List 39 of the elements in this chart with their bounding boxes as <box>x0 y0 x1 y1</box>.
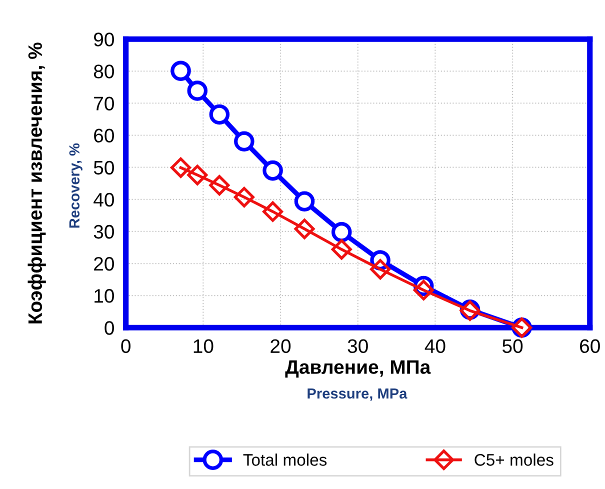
point <box>187 164 208 186</box>
y-tick-label: 60 <box>94 128 114 143</box>
y-tick-label: 10 <box>94 289 114 303</box>
x-tick-label: 40 <box>424 339 446 354</box>
y-tick-label: 70 <box>94 96 114 110</box>
text: Recovery, % <box>69 143 82 228</box>
y-tick-label: 30 <box>94 224 114 239</box>
y-tick-label: 50 <box>94 160 114 175</box>
point <box>370 259 391 280</box>
point <box>331 222 352 242</box>
point <box>331 239 352 260</box>
x-tick-label: 30 <box>348 339 368 354</box>
x-axis-title: Давление, МПа <box>285 360 431 378</box>
point <box>262 160 283 181</box>
point <box>262 201 284 222</box>
y-tick-label: 90 <box>94 32 114 46</box>
x-tick-label: 10 <box>194 339 214 354</box>
point <box>234 131 254 152</box>
y-tick-label: 80 <box>94 64 114 78</box>
legend-label: Total moles <box>243 454 327 466</box>
point <box>413 280 434 300</box>
y-tick-label: 40 <box>94 192 114 207</box>
point <box>170 60 191 81</box>
point <box>209 104 230 125</box>
point <box>294 191 315 212</box>
text: Pressure, MPa <box>308 388 408 401</box>
x-tick-label: 50 <box>502 339 523 354</box>
point <box>234 186 254 208</box>
y-axis-title: Коэффициент извлечения, % <box>28 42 46 324</box>
point <box>209 175 230 196</box>
point <box>170 157 191 178</box>
point <box>294 218 315 240</box>
y-tick-label: 20 <box>94 256 114 271</box>
x-tick-label: 60 <box>580 339 600 354</box>
point <box>187 80 208 101</box>
x-tick-label: 20 <box>270 339 291 354</box>
y-tick-label: 0 <box>104 321 114 335</box>
x-tick-label: 0 <box>121 339 130 354</box>
legend-label: C5+ moles <box>474 454 554 466</box>
